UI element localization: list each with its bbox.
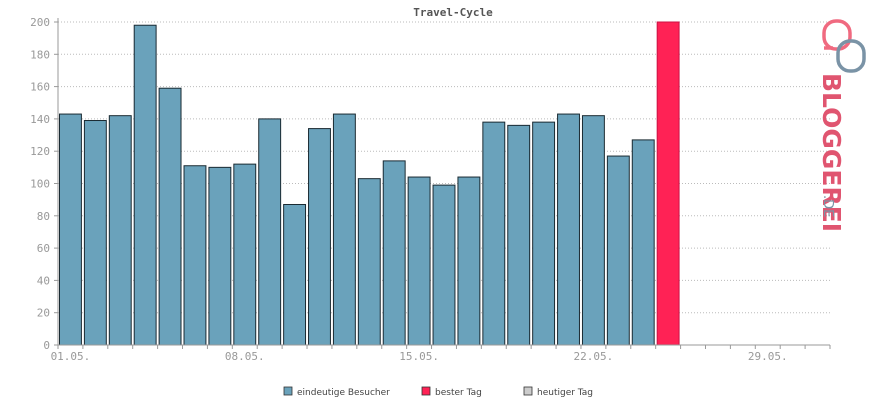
- x-tick-label: 22.05.: [574, 350, 614, 363]
- bar: [457, 176, 481, 346]
- best-day-bar: [656, 21, 680, 346]
- bars: [59, 21, 680, 346]
- y-tick-label: 20: [37, 307, 50, 320]
- chart-title: Travel-Cycle: [413, 6, 493, 19]
- bar: [208, 166, 232, 346]
- logo-suffix: .DE: [820, 195, 835, 217]
- y-tick-label: 140: [30, 113, 50, 126]
- y-tick-label: 200: [30, 16, 50, 29]
- logo-name: BLOGGEREI: [817, 73, 846, 232]
- legend-swatch: [421, 386, 431, 396]
- bar: [507, 124, 531, 346]
- x-tick-label: 29.05.: [748, 350, 788, 363]
- x-tick-label: 01.05.: [51, 350, 91, 363]
- logo-mark-icon: [822, 19, 866, 73]
- bar: [606, 155, 630, 346]
- y-tick-label: 160: [30, 81, 50, 94]
- bar: [83, 120, 107, 346]
- legend-swatch: [523, 386, 533, 396]
- legend-label: heutiger Tag: [537, 388, 593, 398]
- x-tick-label: 15.05.: [399, 350, 439, 363]
- bar: [158, 87, 182, 346]
- bar: [258, 118, 282, 346]
- bar: [308, 128, 331, 346]
- bar: [108, 115, 132, 346]
- y-tick-label: 120: [30, 145, 50, 158]
- bar: [432, 184, 456, 346]
- x-tick-label: 08.05.: [225, 350, 265, 363]
- legend-label: eindeutige Besucher: [297, 388, 390, 398]
- y-tick-label: 40: [37, 274, 50, 287]
- bar: [482, 121, 506, 346]
- y-tick-label: 60: [37, 242, 50, 255]
- y-tick-label: 180: [30, 48, 50, 61]
- bar: [332, 113, 356, 346]
- y-tick-label: 100: [30, 178, 50, 191]
- bar: [233, 163, 257, 346]
- bar: [133, 24, 157, 346]
- bar: [382, 160, 406, 346]
- bar: [357, 178, 381, 346]
- bar: [581, 115, 605, 346]
- y-tick-label: 80: [37, 210, 50, 223]
- legend: eindeutige Besucher bester Tag heutiger Ta…: [283, 386, 593, 398]
- bar: [631, 139, 655, 346]
- bar: [557, 113, 580, 346]
- bar: [283, 203, 307, 346]
- bloggerei-logo: BLOGGEREI .DE: [817, 19, 866, 232]
- bar: [183, 165, 207, 346]
- bar: [407, 176, 431, 346]
- axes: 0 20 40 60 80 100 120 140 160 180 200 01.05. 08.05. 1…: [30, 16, 831, 363]
- legend-swatch: [283, 386, 293, 396]
- legend-label: bester Tag: [435, 388, 482, 398]
- y-tick-label: 0: [43, 339, 50, 352]
- bar: [59, 113, 82, 346]
- bar: [532, 121, 556, 346]
